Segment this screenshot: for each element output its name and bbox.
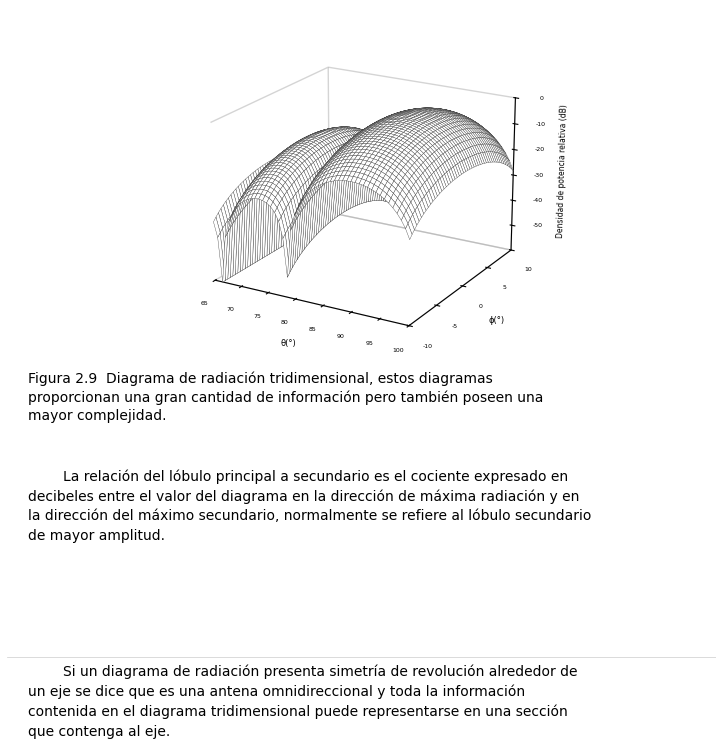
X-axis label: θ(°): θ(°) bbox=[281, 338, 296, 347]
Text: La relación del lóbulo principal a secundario es el cociente expresado en
decibe: La relación del lóbulo principal a secun… bbox=[28, 469, 592, 543]
Text: Figura 2.9  Diagrama de radiación tridimensional, estos diagramas
proporcionan u: Figura 2.9 Diagrama de radiación tridime… bbox=[28, 371, 544, 424]
Y-axis label: ϕ(°): ϕ(°) bbox=[488, 315, 504, 324]
Text: Si un diagrama de radiación presenta simetría de revolución alrededor de
un eje : Si un diagrama de radiación presenta sim… bbox=[28, 664, 578, 739]
